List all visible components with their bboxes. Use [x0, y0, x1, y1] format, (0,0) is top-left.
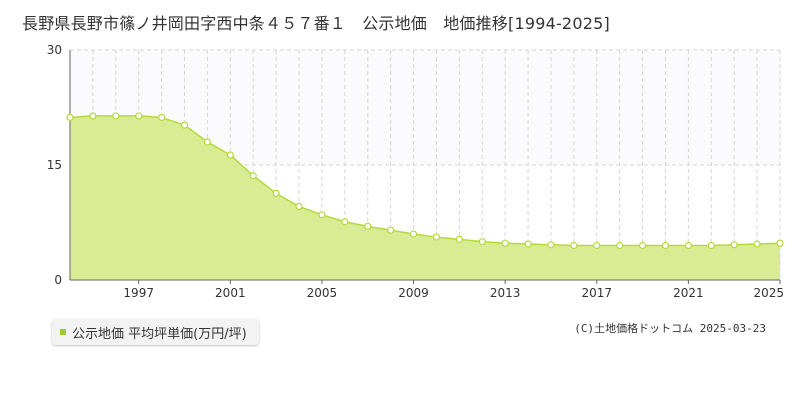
area-series — [69, 115, 781, 280]
x-tick-label: 2001 — [215, 286, 246, 300]
data-point — [272, 189, 280, 197]
data-point — [89, 112, 97, 120]
x-tick-label: 2005 — [307, 286, 338, 300]
data-points — [66, 112, 784, 250]
legend-marker-icon — [60, 329, 66, 335]
x-tick-label: 2025 — [753, 286, 784, 300]
credit-text: (C)土地価格ドットコム 2025-03-23 — [574, 322, 766, 335]
data-point — [203, 138, 212, 146]
data-point — [638, 241, 647, 250]
x-tick-label: 1997 — [123, 286, 154, 300]
data-point — [249, 172, 257, 180]
data-point — [180, 121, 189, 129]
data-point — [661, 241, 670, 250]
data-point — [478, 238, 486, 246]
data-point — [135, 112, 143, 120]
data-point — [455, 235, 463, 243]
legend-label: 公示地価 平均坪単価(万円/坪) — [72, 326, 247, 342]
chart-title: 長野県長野市篠ノ井岡田字西中条４５７番１ 公示地価 地価推移[1994-2025… — [22, 14, 610, 33]
axes — [69, 50, 780, 281]
y-tick-label: 30 — [47, 43, 62, 57]
data-point — [364, 222, 372, 230]
data-point — [318, 211, 326, 219]
data-point — [112, 112, 120, 120]
data-point — [547, 241, 555, 249]
data-point — [295, 202, 303, 210]
data-point — [707, 241, 715, 250]
data-point — [387, 226, 395, 234]
x-tick-label: 2017 — [582, 286, 613, 300]
data-point — [730, 241, 738, 249]
data-point — [776, 239, 784, 247]
data-point — [524, 240, 532, 248]
x-tick-label: 2021 — [673, 286, 704, 300]
land-price-chart: 0 15 30 1997 2001 2005 2009 2013 2017 2021 2025 — [47, 43, 784, 300]
data-point — [226, 151, 234, 159]
data-point — [66, 113, 74, 122]
y-tick-label: 15 — [47, 158, 62, 172]
data-point — [158, 113, 166, 122]
y-tick-label: 0 — [54, 273, 62, 287]
legend: 公示地価 平均坪単価(万円/坪) — [52, 319, 259, 345]
data-point — [753, 240, 761, 248]
data-point — [501, 239, 509, 247]
data-point — [593, 241, 601, 250]
data-point — [616, 241, 624, 250]
data-point — [432, 233, 441, 241]
series-line — [69, 115, 781, 247]
data-point — [570, 241, 578, 250]
data-point — [341, 218, 349, 226]
x-tick-label: 2013 — [490, 286, 521, 300]
tick-labels: 0 15 30 1997 2001 2005 2009 2013 2017 2021 2025 — [47, 43, 784, 300]
x-tick-label: 2009 — [398, 286, 429, 300]
area-fill — [70, 115, 780, 280]
data-point — [409, 230, 418, 238]
data-point — [684, 241, 692, 250]
